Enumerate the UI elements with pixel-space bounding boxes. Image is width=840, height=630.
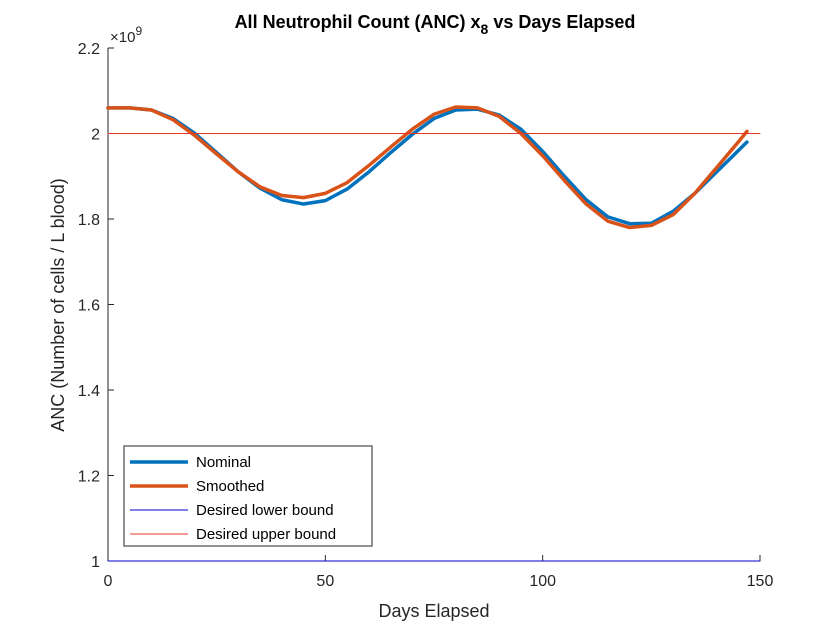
x-tick-label: 0 [104, 573, 113, 590]
chart-title-main: All Neutrophil Count (ANC) x [235, 12, 481, 32]
chart-title-subscript: 8 [481, 21, 489, 37]
legend-entry-nominal-label: Nominal [196, 454, 251, 471]
x-tick-label: 150 [747, 573, 774, 590]
chart-title-suffix: vs Days Elapsed [488, 12, 635, 32]
y-tick-label: 2.2 [78, 41, 100, 58]
y-tick-label: 1.2 [78, 469, 100, 486]
y-tick-label: 1.6 [78, 298, 100, 315]
chart-title: All Neutrophil Count (ANC) x8 vs Days El… [235, 12, 636, 37]
y-axis-label: ANC (Number of cells / L blood) [48, 178, 68, 431]
axis-ticks: 0 50 100 150 1 1.2 1.4 1.6 1.8 2 2.2 [78, 41, 774, 590]
legend-entry-upper-bound-label: Desired upper bound [196, 526, 336, 543]
x-tick-label: 100 [529, 573, 556, 590]
y-tick-label: 1.4 [78, 383, 100, 400]
x-axis-label: Days Elapsed [378, 601, 489, 621]
legend-entry-lower-bound-label: Desired lower bound [196, 502, 334, 519]
x-tick-label: 50 [316, 573, 334, 590]
y-tick-label: 2 [91, 127, 100, 144]
y-tick-label: 1.8 [78, 212, 100, 229]
series-smoothed-line [106, 105, 749, 230]
legend-entry-smoothed-label: Smoothed [196, 478, 264, 495]
y-exponent-label: ×109 [110, 24, 142, 46]
series-layer [106, 105, 761, 562]
y-tick-label: 1 [91, 554, 100, 571]
y-exponent-power: 9 [135, 24, 142, 38]
legend: Nominal Smoothed Desired lower bound Desire… [123, 445, 373, 547]
y-exponent-base: ×10 [110, 29, 135, 46]
